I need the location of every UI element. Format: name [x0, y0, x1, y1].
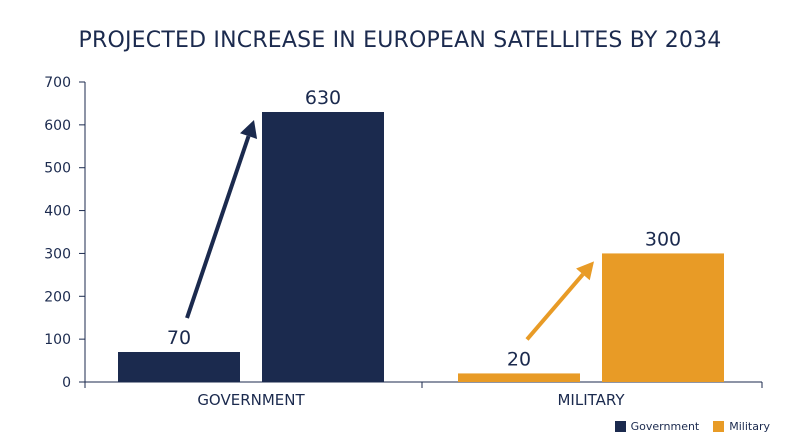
- legend-swatch-government: [614, 421, 626, 432]
- legend-item-government: Government: [614, 420, 700, 433]
- y-tick-label: 100: [44, 332, 71, 348]
- increase-arrow-military-shaft: [525, 273, 585, 341]
- x-category-label: GOVERNMENT: [197, 391, 305, 409]
- chart-title: PROJECTED INCREASE IN EUROPEAN SATELLITE…: [78, 28, 722, 53]
- data-label-government-1: 630: [305, 87, 341, 109]
- y-tick-label: 0: [62, 375, 71, 391]
- y-tick-label: 300: [44, 246, 71, 262]
- increase-arrow-government-shaft: [185, 135, 251, 319]
- data-label-military-0: 20: [507, 348, 531, 370]
- legend-item-military: Military: [713, 420, 770, 433]
- legend-swatch-military: [713, 421, 725, 432]
- y-tick-label: 600: [44, 118, 71, 134]
- legend-label-military: Military: [729, 420, 770, 433]
- bar-military-1: [602, 253, 724, 382]
- data-label-government-0: 70: [167, 327, 191, 349]
- bar-military-0: [458, 373, 580, 382]
- y-tick-label: 700: [44, 75, 71, 91]
- increase-arrow-military-head: [576, 261, 594, 281]
- legend-label-government: Government: [630, 420, 700, 433]
- y-tick-label: 200: [44, 289, 71, 305]
- data-label-military-1: 300: [645, 228, 681, 250]
- y-tick-label: 500: [44, 161, 71, 177]
- increase-arrow-government-head: [240, 120, 258, 139]
- legend: Government Military: [614, 420, 770, 433]
- x-category-label: MILITARY: [557, 391, 625, 409]
- bar-government-1: [262, 112, 384, 382]
- bar-government-0: [118, 352, 240, 382]
- y-tick-label: 400: [44, 204, 71, 220]
